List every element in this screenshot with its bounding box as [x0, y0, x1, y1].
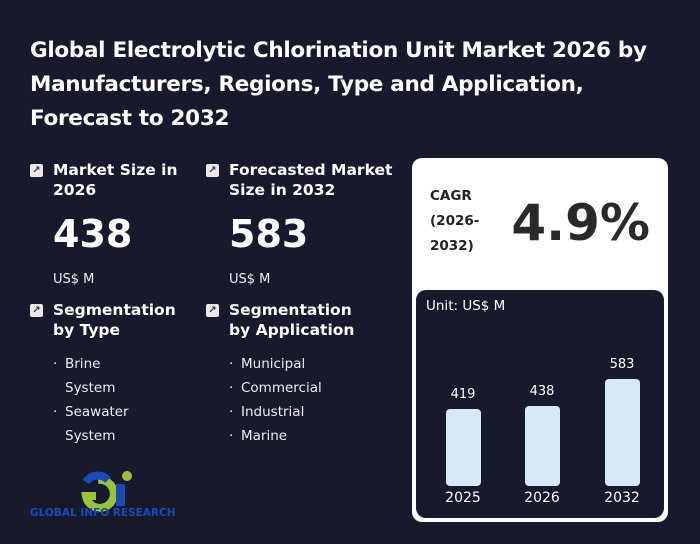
market-size-block: ↗ Market Size in 2026 438 US$ M: [30, 160, 190, 287]
logo-text: GLOBAL INFO RESEARCH: [30, 507, 175, 519]
page-title: Global Electrolytic Chlorination Unit Ma…: [30, 38, 647, 131]
list-item: Marine: [229, 424, 396, 448]
forecast-block: ↗ Forecasted Market Size in 2032 583 US$…: [206, 160, 396, 287]
bar-value-label: 419: [450, 387, 476, 403]
bar-value-label: 583: [609, 357, 635, 372]
list-item: Industrial: [229, 400, 396, 424]
cagr-value: 4.9%: [511, 194, 650, 252]
bar-chart: Unit: US$ M 419 2025 438 2026 583 2032: [416, 290, 664, 518]
bar-value-label: 438: [529, 383, 555, 399]
market-size-label: Market Size in 2026: [53, 161, 178, 199]
forecast-label: Forecasted Market Size in 2032: [229, 161, 393, 199]
segmentation-application-label: Segmentation by Application: [229, 301, 355, 339]
x-tick-label: 2025: [445, 490, 481, 506]
market-size-value: 438: [53, 212, 133, 256]
segmentation-type-label: Segmentation by Type: [53, 301, 176, 339]
bar-2026: [524, 405, 560, 486]
segmentation-type-block: ↗ Segmentation by Type Brine System Seaw…: [30, 300, 180, 448]
cagr-label: CAGR (2026-2032): [430, 188, 480, 254]
forecast-value: 583: [229, 212, 309, 256]
arrow-up-right-icon: ↗: [30, 164, 43, 177]
arrow-up-right-icon: ↗: [206, 304, 219, 317]
arrow-up-right-icon: ↗: [206, 164, 219, 177]
x-tick-label: 2026: [524, 490, 560, 506]
bar-2025: [445, 409, 481, 486]
x-tick-label: 2032: [604, 490, 640, 506]
list-item: Commercial: [229, 376, 396, 400]
cagr-card: CAGR (2026-2032) 4.9% Unit: US$ M 419 202…: [412, 158, 668, 522]
list-item: Brine System: [53, 352, 153, 400]
bar-2032: [604, 379, 640, 486]
forecast-unit: US$ M: [229, 272, 271, 287]
arrow-up-right-icon: ↗: [30, 304, 43, 317]
list-item: Seawater System: [53, 400, 153, 448]
chart-unit-label: Unit: US$ M: [426, 298, 506, 314]
segmentation-application-block: ↗ Segmentation by Application Municipal …: [206, 300, 396, 448]
list-item: Municipal: [229, 352, 396, 376]
logo-mark: GLOBAL INFO RESEARCH: [30, 471, 175, 519]
logo: GLOBAL INFO RESEARCH: [30, 468, 175, 524]
market-size-unit: US$ M: [53, 272, 95, 287]
